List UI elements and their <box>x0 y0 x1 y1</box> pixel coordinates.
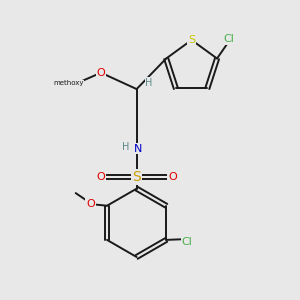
Text: S: S <box>132 170 141 184</box>
Text: H: H <box>122 142 129 152</box>
Text: S: S <box>188 35 195 45</box>
Text: Cl: Cl <box>182 237 193 247</box>
Text: O: O <box>97 68 105 78</box>
Text: Cl: Cl <box>223 34 234 44</box>
Text: O: O <box>97 172 105 182</box>
Text: O: O <box>86 199 95 209</box>
Text: N: N <box>134 143 142 154</box>
Text: O: O <box>168 172 177 182</box>
Text: methoxy: methoxy <box>53 80 83 86</box>
Text: H: H <box>146 78 153 88</box>
